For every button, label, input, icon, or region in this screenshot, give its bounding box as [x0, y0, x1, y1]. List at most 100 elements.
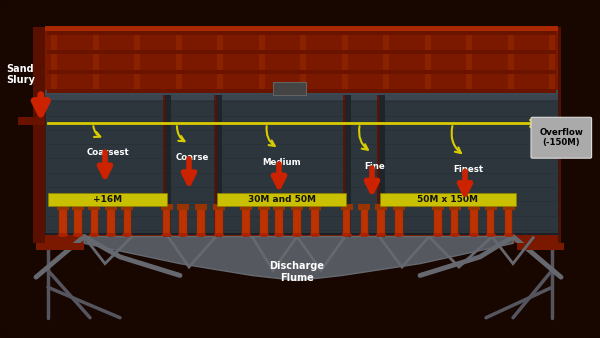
Bar	[275, 206, 283, 235]
Bar	[177, 204, 189, 210]
Ellipse shape	[214, 233, 224, 237]
Bar	[124, 206, 131, 235]
Bar	[105, 204, 117, 210]
Bar	[240, 204, 252, 210]
Bar	[59, 206, 67, 235]
Ellipse shape	[469, 233, 479, 237]
Bar	[45, 95, 558, 237]
Bar	[214, 95, 217, 237]
Text: Coarsest: Coarsest	[86, 148, 130, 157]
Ellipse shape	[485, 233, 496, 237]
Bar	[45, 90, 558, 95]
Bar	[341, 204, 353, 210]
Bar	[470, 206, 478, 235]
Bar	[74, 206, 82, 235]
Bar	[341, 27, 347, 95]
Bar	[18, 117, 45, 125]
Bar	[260, 206, 268, 235]
Ellipse shape	[241, 233, 251, 237]
Bar	[45, 27, 558, 95]
Text: Fine: Fine	[365, 162, 385, 171]
Bar	[466, 27, 472, 95]
Bar	[51, 27, 57, 95]
Ellipse shape	[394, 233, 404, 237]
Ellipse shape	[73, 233, 83, 237]
Bar	[273, 204, 285, 210]
Ellipse shape	[292, 233, 302, 237]
Bar	[215, 206, 223, 235]
Bar	[47, 89, 556, 93]
Bar	[377, 206, 385, 235]
Ellipse shape	[106, 233, 116, 237]
Text: Sand
Slury: Sand Slury	[6, 64, 35, 85]
Bar	[195, 204, 207, 210]
Bar	[311, 206, 319, 235]
Bar	[468, 204, 480, 210]
Bar	[343, 206, 350, 235]
Bar	[88, 204, 100, 210]
Bar	[393, 204, 405, 210]
Ellipse shape	[376, 233, 386, 237]
Bar	[434, 206, 442, 235]
Ellipse shape	[196, 233, 206, 237]
Bar	[343, 95, 346, 237]
Bar	[503, 204, 515, 210]
Bar	[449, 204, 461, 210]
Bar	[213, 204, 225, 210]
Bar	[107, 206, 115, 235]
Ellipse shape	[450, 233, 460, 237]
Text: 50M x 150M: 50M x 150M	[418, 195, 478, 203]
Ellipse shape	[359, 233, 370, 237]
Bar	[72, 204, 84, 210]
Bar	[47, 70, 556, 74]
Bar	[361, 206, 368, 235]
Bar	[293, 206, 301, 235]
Bar	[487, 206, 494, 235]
Bar	[549, 27, 555, 95]
Bar	[258, 204, 270, 210]
Bar	[217, 27, 223, 95]
Bar	[91, 206, 98, 235]
Ellipse shape	[259, 233, 269, 237]
Ellipse shape	[178, 233, 188, 237]
Bar	[121, 204, 133, 210]
Polygon shape	[84, 237, 513, 281]
Bar	[505, 206, 512, 235]
Bar	[451, 206, 458, 235]
Bar	[379, 95, 385, 237]
Bar	[259, 27, 265, 95]
Bar	[134, 27, 140, 95]
Bar	[508, 27, 514, 95]
Bar	[273, 82, 306, 95]
Bar	[217, 193, 346, 206]
Text: Overflow
(-150M): Overflow (-150M)	[539, 128, 583, 147]
Bar	[383, 27, 389, 95]
Ellipse shape	[122, 233, 133, 237]
Bar	[57, 204, 69, 210]
Text: Discharge
Flume: Discharge Flume	[269, 261, 325, 283]
Bar	[380, 193, 516, 206]
Bar	[425, 27, 431, 95]
Ellipse shape	[341, 233, 352, 237]
Ellipse shape	[310, 233, 320, 237]
Bar	[36, 243, 84, 250]
Bar	[485, 204, 497, 210]
Ellipse shape	[504, 233, 514, 237]
Bar	[45, 94, 558, 100]
Bar	[377, 95, 380, 237]
Bar	[197, 206, 205, 235]
Bar	[216, 95, 222, 237]
Bar	[375, 204, 387, 210]
Bar	[546, 27, 561, 243]
Bar	[45, 26, 558, 31]
Text: Medium: Medium	[263, 158, 301, 167]
Ellipse shape	[89, 233, 100, 237]
Bar	[242, 206, 250, 235]
Ellipse shape	[433, 233, 443, 237]
Bar	[45, 235, 558, 243]
Ellipse shape	[58, 233, 68, 237]
Bar	[161, 204, 173, 210]
Bar	[432, 204, 444, 210]
Bar	[358, 204, 370, 210]
Ellipse shape	[274, 233, 284, 237]
